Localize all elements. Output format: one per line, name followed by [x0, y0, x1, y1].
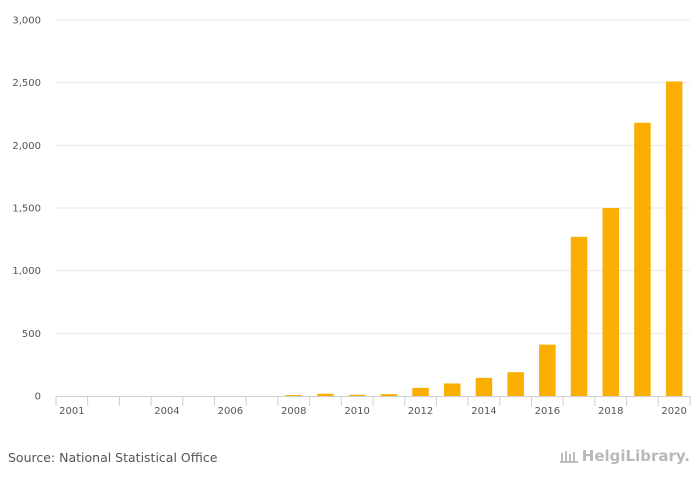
bar-2017 — [570, 236, 588, 396]
y-tick-label: 2,000 — [12, 141, 41, 152]
bar-2010 — [348, 394, 366, 396]
y-tick-label: 1,500 — [12, 204, 41, 215]
x-tick-label: 2012 — [408, 406, 433, 417]
source-note: Source: National Statistical Office — [8, 450, 218, 465]
bar-2019 — [634, 122, 651, 397]
x-tick-label: 2001 — [59, 406, 84, 417]
y-tick-label: 1,000 — [12, 266, 41, 277]
bar-2016 — [539, 344, 556, 396]
bar-2013 — [444, 383, 461, 396]
x-tick-label: 2020 — [661, 406, 686, 417]
bar-2008 — [285, 394, 302, 396]
bar-2012 — [412, 387, 429, 396]
bar-2020 — [665, 81, 683, 396]
helgilibrary-logo[interactable]: HelgiLibrary. — [559, 447, 690, 465]
y-tick-label: 500 — [22, 329, 41, 340]
x-tick-label: 2004 — [154, 406, 179, 417]
bar-2014 — [475, 377, 493, 396]
y-tick-label: 3,000 — [12, 16, 41, 27]
x-tick-label: 2014 — [471, 406, 496, 417]
x-tick-label: 2006 — [218, 406, 243, 417]
y-axis-ticks: 0 500 1,000 1,500 2,000 2,500 3,000 — [12, 16, 41, 403]
y-tick-label: 2,500 — [12, 78, 41, 89]
logo-text: HelgiLibrary. — [581, 447, 690, 465]
gridlines — [56, 19, 690, 334]
x-tick-label: 2018 — [598, 406, 623, 417]
bar-2009 — [317, 393, 334, 396]
bars — [285, 81, 683, 397]
x-tick-label: 2016 — [535, 406, 560, 417]
y-tick-label: 0 — [35, 392, 41, 403]
x-axis: 2001 2004 2006 2008 2010 2012 2014 2016 2018 2020 — [55, 396, 691, 417]
bar-2018 — [602, 208, 619, 396]
bar-2011 — [380, 394, 398, 396]
bar-2015 — [507, 372, 524, 396]
x-tick-label: 2010 — [344, 406, 369, 417]
library-icon — [559, 451, 578, 463]
x-tick-label: 2008 — [281, 406, 306, 417]
